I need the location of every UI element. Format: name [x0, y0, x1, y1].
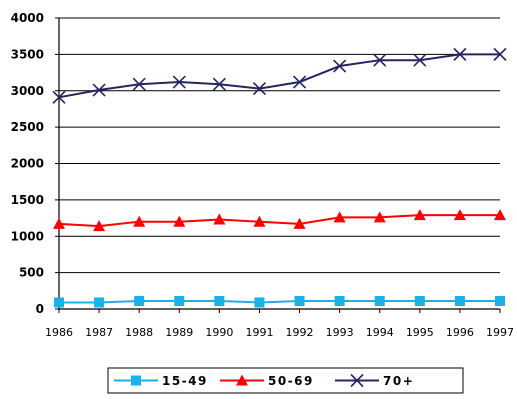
series-line — [59, 299, 500, 304]
marker-stroke — [252, 82, 267, 96]
data-point — [214, 295, 225, 306]
marker-stroke — [373, 53, 387, 67]
series-50-69 — [53, 209, 506, 232]
y-tick-label: 2500 — [11, 120, 44, 134]
marker-stroke — [92, 83, 106, 97]
data-point — [254, 297, 265, 308]
gridlines — [59, 17, 500, 274]
y-tick-label: 1000 — [11, 229, 44, 243]
x-tick-label: 1989 — [165, 326, 193, 339]
x-tick-label: 1993 — [326, 326, 354, 339]
data-point — [495, 295, 505, 306]
marker-stroke — [52, 90, 66, 104]
data-point — [132, 77, 146, 91]
marker-stroke — [333, 59, 347, 73]
series-15-49 — [54, 295, 505, 308]
x-tick-label: 1986 — [45, 326, 73, 339]
y-tick-label: 500 — [19, 266, 44, 280]
data-point — [413, 209, 426, 221]
series-line — [58, 53, 500, 99]
marker-stroke — [413, 53, 427, 67]
legend-label: 15-49 — [162, 374, 208, 388]
data-point — [334, 295, 345, 306]
legend-box — [107, 367, 464, 394]
data-point — [454, 295, 465, 306]
marker-stroke — [172, 75, 186, 89]
marker-stroke — [493, 47, 507, 61]
data-point — [173, 215, 186, 227]
marker-stroke — [453, 47, 467, 61]
legend-marker — [236, 374, 248, 386]
data-point — [252, 82, 267, 96]
x-tick-label: 1991 — [245, 326, 273, 339]
x-tick-label: 1988 — [125, 326, 153, 339]
data-point — [373, 211, 386, 223]
y-tick-label: 3000 — [11, 84, 44, 98]
data-point — [212, 77, 226, 91]
y-tick-label: 3500 — [11, 47, 44, 61]
legend-item: 15-49 — [114, 374, 208, 388]
data-point — [292, 75, 307, 89]
data-point — [333, 59, 347, 73]
data-point — [293, 217, 306, 229]
data-point — [493, 47, 507, 61]
y-tick-label: 2000 — [11, 157, 44, 171]
marker-stroke — [132, 77, 146, 91]
legend-label: 50-69 — [268, 374, 314, 388]
data-point — [374, 295, 385, 306]
x-tick-label: 1987 — [85, 326, 113, 339]
legend-label: 70+ — [383, 374, 414, 388]
x-tick-label: 1996 — [446, 326, 474, 339]
data-point — [453, 47, 467, 61]
axes — [55, 17, 501, 313]
x-tick-label: 1990 — [205, 326, 233, 339]
marker-stroke — [212, 77, 226, 91]
x-tick-label: 1997 — [486, 326, 514, 339]
y-tick-label: 0 — [36, 302, 44, 316]
data-point — [253, 215, 266, 227]
marker-stroke — [292, 75, 307, 89]
data-point — [494, 209, 506, 221]
data-point — [93, 220, 106, 232]
y-tick-label: 4000 — [11, 11, 44, 25]
x-tick-labels: 1986 1987 1988 1989 1990 1991 1992 1993 1994 1995… — [45, 326, 514, 339]
series-line — [58, 214, 500, 228]
legend-marker — [131, 375, 141, 386]
data-point — [414, 295, 425, 306]
data-point — [54, 297, 64, 308]
x-tick-label: 1995 — [406, 326, 434, 339]
legend: 15-49 50-69 70+ — [107, 367, 464, 394]
data-point — [53, 217, 65, 229]
data-point — [133, 215, 146, 227]
x-tick-label: 1994 — [366, 326, 394, 339]
series-lines — [52, 47, 507, 308]
data-point — [172, 75, 186, 89]
x-tick-label: 1992 — [286, 326, 314, 339]
legend-marker — [350, 373, 364, 388]
data-point — [174, 295, 185, 306]
data-point — [373, 53, 387, 67]
legend-item: 50-69 — [220, 374, 314, 388]
marker-stroke — [350, 373, 364, 388]
y-tick-label: 1500 — [11, 193, 44, 207]
data-point — [333, 211, 346, 223]
data-point — [94, 297, 105, 308]
data-point — [453, 209, 466, 221]
data-point — [52, 90, 66, 104]
data-point — [213, 213, 226, 225]
data-point — [134, 295, 145, 306]
data-point — [294, 295, 305, 306]
series-70- — [52, 47, 507, 104]
y-tick-labels: 0 500 1000 1500 2000 2500 3000 3500 4000 — [11, 11, 44, 316]
data-point — [92, 83, 106, 97]
legend-item: 70+ — [335, 373, 414, 388]
data-point — [413, 53, 427, 67]
